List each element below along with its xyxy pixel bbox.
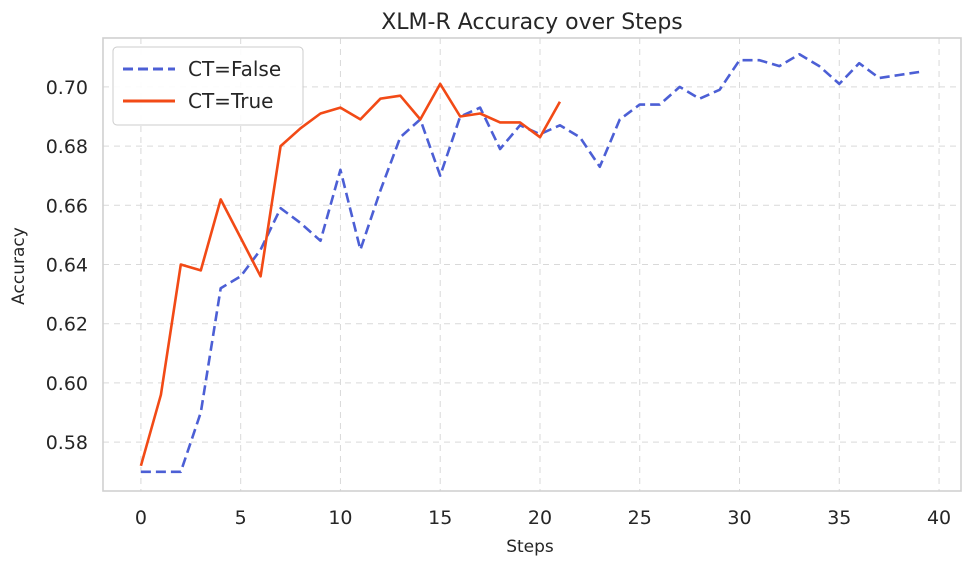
chart-title: XLM-R Accuracy over Steps xyxy=(381,10,683,35)
x-tick-label: 20 xyxy=(528,507,552,529)
plot-frame xyxy=(102,37,962,492)
x-axis-label: Steps xyxy=(506,537,554,557)
legend-label-ct-true: CT=True xyxy=(188,89,273,113)
legend-label-ct-false: CT=False xyxy=(188,57,281,81)
x-tick-label: 35 xyxy=(827,507,851,529)
series-line-ct-true xyxy=(139,82,562,467)
tick-labels: 0 5 10 15 20 25 30 35 40 0.58 0.60 0.62 0.64 0.66 0.68… xyxy=(46,77,951,529)
x-tick-label: 5 xyxy=(235,507,247,529)
x-tick-label: 10 xyxy=(328,507,352,529)
y-tick-label: 0.62 xyxy=(46,314,88,336)
y-tick-label: 0.64 xyxy=(46,255,88,277)
x-tick-label: 40 xyxy=(927,507,951,529)
y-tick-label: 0.68 xyxy=(46,136,88,158)
y-tick-label: 0.58 xyxy=(46,432,88,454)
series-lines xyxy=(139,52,920,474)
x-tick-label: 0 xyxy=(135,507,147,529)
y-axis-label: Accuracy xyxy=(9,227,29,305)
y-tick-label: 0.70 xyxy=(46,77,88,99)
y-tick-label: 0.60 xyxy=(46,373,88,395)
grid xyxy=(103,38,961,491)
y-tick-label: 0.66 xyxy=(46,195,88,217)
x-tick-label: 30 xyxy=(727,507,751,529)
x-tick-label: 25 xyxy=(628,507,652,529)
legend-box xyxy=(112,46,304,126)
x-tick-label: 15 xyxy=(428,507,452,529)
legend: CT=False CT=True xyxy=(112,46,304,126)
